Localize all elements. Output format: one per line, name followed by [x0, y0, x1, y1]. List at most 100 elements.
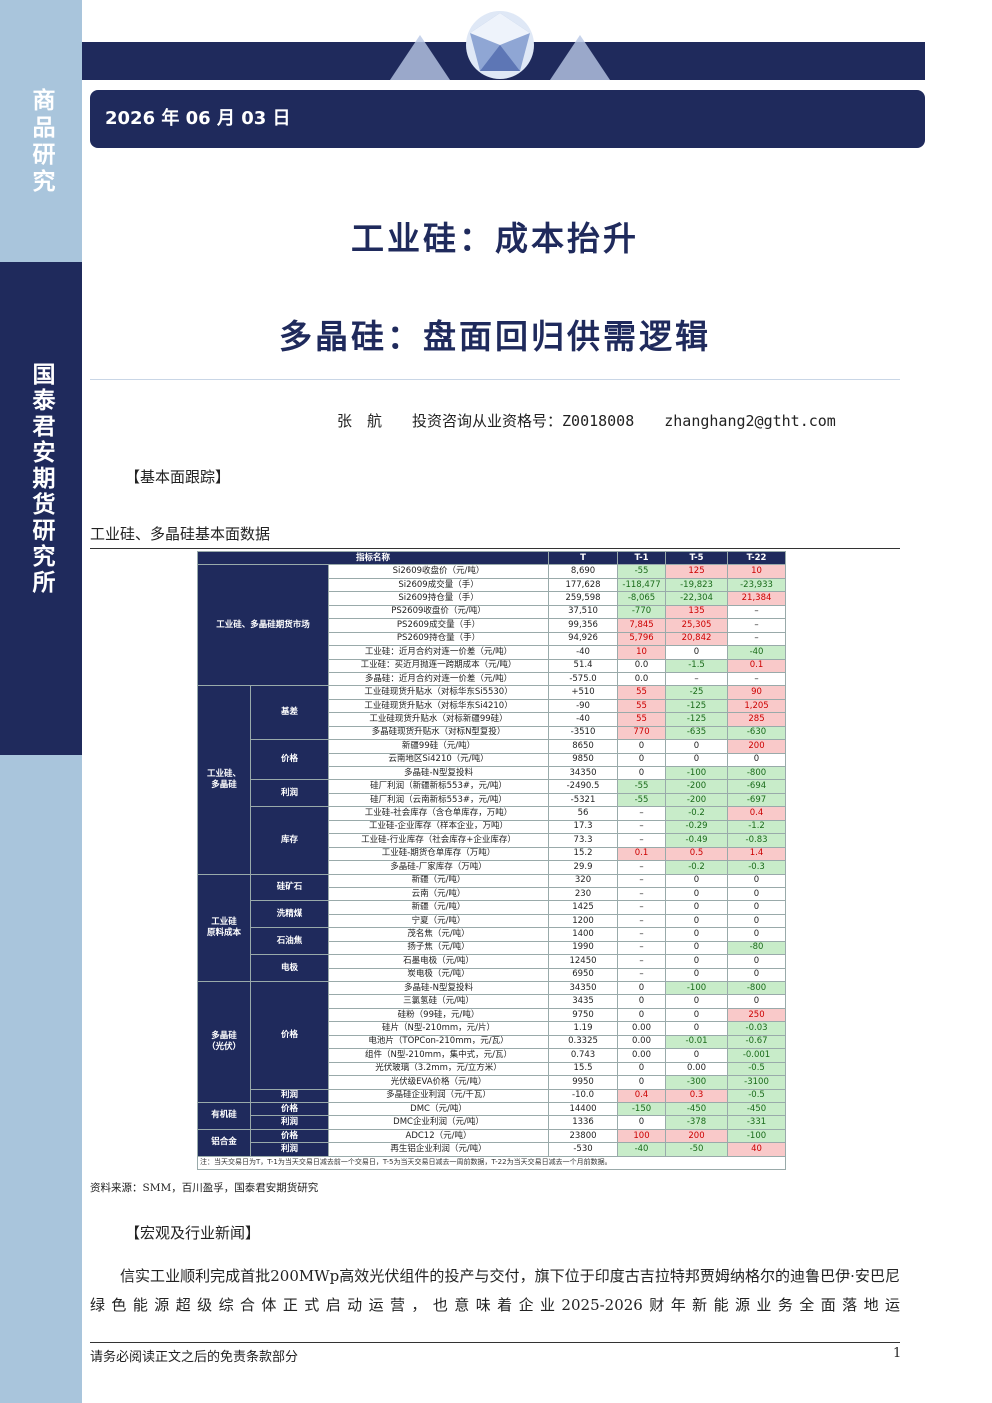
value-cell: 23800: [548, 1128, 619, 1144]
value-cell: -55: [617, 564, 667, 579]
row-label: 光伏玻璃（3.2mm，元/立方米）: [327, 1061, 550, 1077]
value-cell: -0.03: [727, 1021, 787, 1036]
row-label: 工业硅-企业库存（样本企业，万吨）: [327, 819, 550, 835]
row-label: 硅厂利润（云南新标553#，元/吨）: [327, 792, 550, 808]
value-cell: -80: [727, 940, 787, 956]
value-cell: 0: [617, 739, 667, 754]
subgroup-label: 价格: [250, 739, 329, 781]
row-label: 多晶硅企业利润（元/千瓦）: [327, 1088, 550, 1103]
table-row: 炭电极（元/吨） 6950–0 0: [198, 967, 787, 983]
value-cell: -300: [665, 1075, 729, 1090]
table-row: 工业硅、 多晶硅 基差 工业硅现货升贴水（对标华东Si5530） +510 55 -25 9…: [197, 685, 787, 875]
value-cell: -630: [727, 725, 787, 741]
subgroup-label: 石油焦: [250, 927, 329, 956]
logo: [390, 11, 610, 80]
table-caption: 工业硅、多晶硅基本面数据: [90, 525, 271, 543]
header-cell: T: [548, 550, 619, 566]
value-cell: 15.5: [548, 1061, 619, 1077]
value-cell: -1.5: [665, 658, 729, 673]
value-cell: 0: [665, 954, 729, 969]
value-cell: 14400: [548, 1101, 619, 1117]
row-label: 工业硅：买近月抛连一跨期成本（元/吨）: [327, 658, 550, 673]
row-label: 工业硅-期货仓单库存（万吨）: [327, 846, 550, 862]
group-label: 多晶硅 （光伏）: [197, 981, 251, 1103]
value-cell: -635: [665, 725, 729, 741]
value-cell: 0: [665, 1021, 729, 1036]
value-cell: -8,065: [617, 591, 667, 606]
table-row: 工业硅 原料成本 硅矿石 新疆（元/吨） 320–0 0: [197, 873, 787, 982]
value-cell: -40: [617, 1142, 667, 1157]
value-cell: 259,598: [548, 591, 619, 606]
value-cell: -0.49: [665, 833, 729, 848]
row-label: PS2609成交量（手）: [327, 618, 550, 633]
value-cell: 73.3: [548, 833, 619, 848]
value-cell: -530: [548, 1142, 619, 1157]
table-row: 宁夏（元/吨） 1200–0 0: [198, 913, 787, 929]
value-cell: 99,356: [548, 618, 619, 633]
row-label: ADC12（元/吨）: [327, 1128, 550, 1144]
header-cell: T-22: [727, 550, 787, 566]
value-cell: -90: [548, 698, 619, 714]
value-cell: -3510: [548, 725, 619, 741]
sidebar-bottom-bg: [0, 755, 82, 1403]
value-cell: –: [617, 819, 667, 835]
value-cell: 0.0: [617, 658, 667, 673]
value-cell: –: [617, 886, 667, 902]
value-cell: 0: [727, 967, 787, 983]
value-cell: –: [617, 860, 667, 875]
date-bar: 2026 年 06 月 03 日: [90, 90, 925, 148]
value-cell: –: [727, 631, 787, 647]
row-label: 再生铝企业利润（元/吨）: [327, 1142, 550, 1157]
row-label: 新疆（元/吨）: [327, 900, 550, 915]
group-label: 工业硅、多晶硅期货市场: [197, 564, 329, 687]
value-cell: -3100: [727, 1075, 787, 1090]
value-cell: -19,823: [665, 577, 729, 593]
value-cell: 1336: [548, 1115, 619, 1130]
value-cell: 20,842: [665, 631, 729, 647]
table-row: 利润 再生铝企业利润（元/吨） -530 -40 -50 40: [198, 1142, 787, 1157]
value-cell: –: [727, 604, 787, 620]
row-label: 石墨电极（元/吨）: [327, 954, 550, 969]
value-cell: 0.4: [727, 806, 787, 821]
value-cell: 0.00: [617, 1034, 667, 1050]
value-cell: 0: [665, 739, 729, 754]
table-row: PS2609收盘价（元/吨） 37,510 -770 135–: [198, 604, 787, 620]
value-cell: -22,304: [665, 591, 729, 606]
table-row: 硅片（N型-210mm，元/片） 1.19 0.00 0 -0.03: [198, 1021, 787, 1036]
data-table: 指标名称 T T-1 T-5 T-22 工业硅、多晶硅期货市场 Si2609收盘价（元/吨）…: [196, 550, 787, 1171]
value-cell: -0.67: [727, 1034, 787, 1050]
row-label: 多晶硅-N型复投料: [327, 980, 550, 996]
subgroup-label: 利润: [250, 1115, 329, 1130]
value-cell: 200: [727, 739, 787, 754]
value-cell: 0.3325: [548, 1034, 619, 1050]
table-row: PS2609成交量（手） 99,356 7,845 25,305–: [198, 618, 787, 633]
row-label: 工业硅现货升贴水（对标华东Si5530）: [327, 685, 550, 700]
value-cell: 125: [665, 564, 729, 579]
value-cell: -0.01: [665, 1034, 729, 1050]
value-cell: -0.83: [727, 833, 787, 848]
value-cell: 0.00: [617, 1048, 667, 1063]
row-label: 工业硅：近月合约对连一价差（元/吨）: [327, 645, 550, 660]
value-cell: –: [617, 833, 667, 848]
value-cell: 29.9: [548, 860, 619, 875]
value-cell: 0.00: [617, 1021, 667, 1036]
row-label: 光伏级EVA价格（元/吨）: [327, 1075, 550, 1090]
group-label: 有机硅: [197, 1101, 251, 1130]
value-cell: -5321: [548, 792, 619, 808]
table-row: 价格 新疆99硅（元/吨） 8650 0 0 200: [198, 739, 787, 781]
value-cell: -2490.5: [548, 779, 619, 794]
row-label: 三氯氢硅（元/吨）: [327, 994, 550, 1009]
value-cell: -0.29: [665, 819, 729, 835]
group-label: 铝合金: [197, 1128, 251, 1157]
value-cell: 0.1: [617, 846, 667, 862]
value-cell: –: [727, 618, 787, 633]
source: 资料来源：SMM，百川盈孚，国泰君安期货研究: [90, 1182, 319, 1194]
value-cell: 1200: [548, 913, 619, 929]
value-cell: 0: [617, 980, 667, 996]
row-label: DMC企业利润（元/吨）: [327, 1115, 550, 1130]
table-row: 多晶硅 （光伏） 价格 多晶硅-N型复投料 34350 0 -100 -800: [197, 980, 787, 1103]
value-cell: 0: [617, 752, 667, 768]
value-cell: -150: [617, 1101, 667, 1117]
subgroup-label: 价格: [250, 981, 329, 1090]
